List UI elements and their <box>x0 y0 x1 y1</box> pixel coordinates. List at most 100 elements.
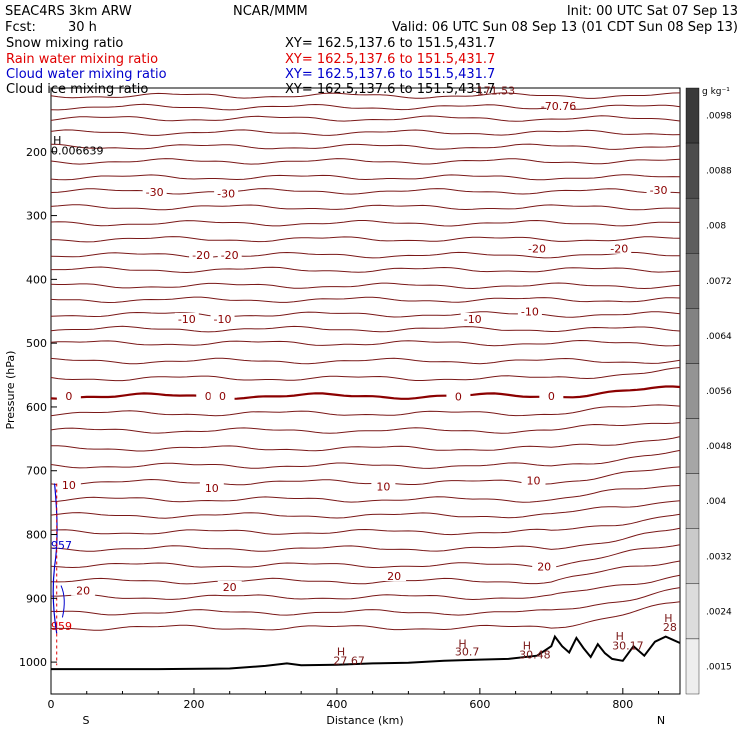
contour-label-bg <box>521 474 546 486</box>
field-snow: Snow mixing ratio <box>6 36 123 51</box>
annotation-text: 30.17 <box>612 639 644 652</box>
contour-label: -30 <box>650 184 668 197</box>
isotherm-line <box>50 601 681 631</box>
contour-label: 0 <box>205 390 212 403</box>
contour-label-bg <box>525 242 550 254</box>
contour-label-bg <box>210 390 235 402</box>
y-tick-label: 400 <box>26 273 47 286</box>
x-tick-label: 200 <box>183 698 204 711</box>
isotherm-line <box>50 357 681 365</box>
contour-label: 20 <box>537 560 551 573</box>
colorbar-label: .0032 <box>706 552 732 562</box>
field-cloud-water: Cloud water mixing ratio <box>6 67 167 82</box>
isotherm-line <box>50 129 681 136</box>
contour-label: -10 <box>464 313 482 326</box>
contour-label-bg <box>517 305 542 317</box>
title-left: SEAC4RS 3km ARW <box>5 4 132 19</box>
isotherm-line <box>50 174 681 181</box>
contour-label-bg <box>460 312 485 324</box>
field-snow-xy: XY= 162.5,137.6 to 151.5,431.7 <box>285 36 495 51</box>
field-rain-xy: XY= 162.5,137.6 to 151.5,431.7 <box>285 52 495 67</box>
y-tick-label: 900 <box>26 592 47 605</box>
isotherm-line <box>50 311 681 318</box>
contour-label: 20 <box>387 570 401 583</box>
temperature-contours <box>50 92 681 631</box>
isotherm-line <box>50 219 680 227</box>
isotherm-line <box>50 385 681 400</box>
colorbar-swatch <box>685 473 700 529</box>
field-rain: Rain water mixing ratio <box>6 52 158 67</box>
annotation-text: H <box>664 612 672 625</box>
x-tick-label: 800 <box>612 698 633 711</box>
y-tick-label: 1000 <box>19 656 47 669</box>
colorbar: .0098 .0088 .008 .0072 .0064 .0056 .0048 .004 .0… <box>685 87 732 695</box>
annotation-text: H <box>616 630 624 643</box>
org-label: NCAR/MMM <box>233 4 308 19</box>
contour-label-bg <box>199 481 224 493</box>
contour-labels: -70.76 -30 -30 -30 -20 -20 -20 -20 -10 -10 -10 -10 0… <box>56 99 671 598</box>
y-axis: 200 300 400 500 600 700 800 900 1000 <box>19 87 57 669</box>
contour-label: -10 <box>178 313 196 326</box>
colorbar-unit: g kg⁻¹ <box>702 87 730 97</box>
isotherm-line <box>50 527 681 552</box>
y-tick-label: 300 <box>26 210 47 223</box>
contour-label-bg <box>214 187 239 199</box>
colorbar-label: .004 <box>706 497 726 507</box>
cloud-water-contour <box>52 483 58 634</box>
isotherm-line <box>50 115 681 122</box>
colorbar-swatch <box>685 142 700 199</box>
contour-label: 10 <box>205 482 219 495</box>
contour-label-bg <box>546 99 571 111</box>
plot-frame <box>50 87 681 695</box>
contour-label: -20 <box>528 243 546 256</box>
contour-label: 10 <box>62 479 76 492</box>
cloud-water-contour <box>60 585 65 618</box>
isotherm-line <box>50 92 681 99</box>
contour-label: -20 <box>610 243 628 256</box>
isotherm-line <box>50 236 681 243</box>
contour-label: 0 <box>219 390 226 403</box>
isotherm-line <box>50 449 681 469</box>
contour-label-bg <box>446 390 471 402</box>
colorbar-swatch <box>685 308 700 364</box>
contour-label: -20 <box>192 249 210 262</box>
isotherm-line <box>50 325 681 333</box>
contour-label: -10 <box>214 313 232 326</box>
isotherm-line <box>50 367 681 382</box>
isotherm-line <box>51 436 681 452</box>
contour-label: -20 <box>221 249 239 262</box>
isotherm-line <box>50 500 681 519</box>
colorbar-label: .0064 <box>706 332 732 342</box>
isotherm-line <box>51 574 681 601</box>
south-label: S <box>83 714 90 727</box>
terrain-layer <box>51 634 681 671</box>
x-tick-label: 0 <box>48 698 55 711</box>
colorbar-label: .0015 <box>706 662 732 672</box>
contour-label-bg <box>217 580 242 592</box>
contour-label-bg <box>174 312 199 324</box>
forecast-label: Fcst: <box>5 20 36 35</box>
contour-label: 20 <box>223 581 237 594</box>
isotherm-line <box>50 103 681 111</box>
y-axis-label: Pressure (hPa) <box>4 351 17 430</box>
contour-label-bg <box>56 478 81 490</box>
annotation-text: 30.48 <box>519 648 551 661</box>
colorbar-label: .0024 <box>706 607 732 617</box>
init-time: Init: 00 UTC Sat 07 Sep 13 <box>567 4 738 19</box>
colorbar-label: .0048 <box>706 442 732 452</box>
isotherm-line <box>50 204 681 211</box>
annotation-text: H <box>53 134 61 147</box>
y-tick-label: 200 <box>26 146 47 159</box>
colorbar-label: .0088 <box>706 167 732 177</box>
isotherm-line <box>50 143 681 150</box>
annotation-text: -171.53 <box>473 84 515 97</box>
contour-label-bg <box>371 480 396 492</box>
annotation-text: 959 <box>51 620 72 633</box>
isotherm-line <box>50 466 681 486</box>
contour-label-bg <box>56 390 81 402</box>
x-tick-label: 600 <box>469 698 490 711</box>
y-tick-label: 600 <box>26 401 47 414</box>
contour-label: 0 <box>455 391 462 404</box>
